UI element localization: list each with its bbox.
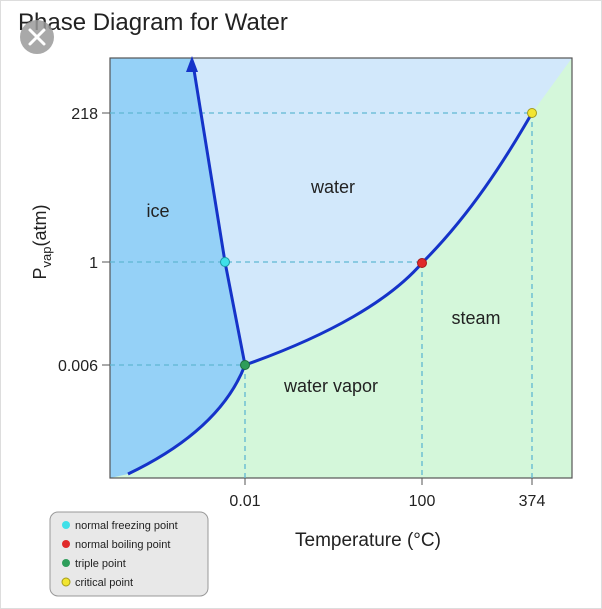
legend-label: triple point [75, 558, 126, 570]
legend-label: normal boiling point [75, 539, 170, 551]
tick-marks [102, 112, 533, 485]
close-button[interactable] [20, 20, 54, 54]
critical-point [527, 108, 537, 118]
legend-label: normal freezing point [75, 520, 178, 532]
y-axis-label: Pvap(atm) [30, 205, 54, 280]
arrow-head [186, 56, 198, 72]
title: Phase Diagram for Water [18, 9, 288, 36]
region-label: steam [451, 308, 500, 328]
x-tick-label: 0.01 [229, 493, 260, 510]
freezing-point [220, 257, 230, 267]
guide-lines [110, 112, 533, 478]
water-region [192, 58, 572, 365]
y-tick-label: 0.006 [58, 358, 98, 375]
region-label: water [310, 177, 355, 197]
sublimation-curve [127, 364, 247, 476]
plot-border [109, 57, 573, 479]
y-tick-label: 218 [71, 106, 98, 123]
y-tick-label: 1 [89, 255, 98, 272]
region-label: ice [146, 201, 169, 221]
triple-point [240, 360, 250, 370]
x-tick-label: 100 [409, 493, 436, 510]
x-axis-label: Temperature (°C) [295, 530, 441, 551]
legend: normal freezing point normal boiling poi… [49, 511, 209, 597]
ice-region [110, 58, 245, 478]
region-label: water vapor [283, 376, 378, 396]
boiling-point [417, 258, 427, 268]
legend-label: critical point [75, 577, 133, 589]
x-tick-label: 374 [519, 493, 546, 510]
